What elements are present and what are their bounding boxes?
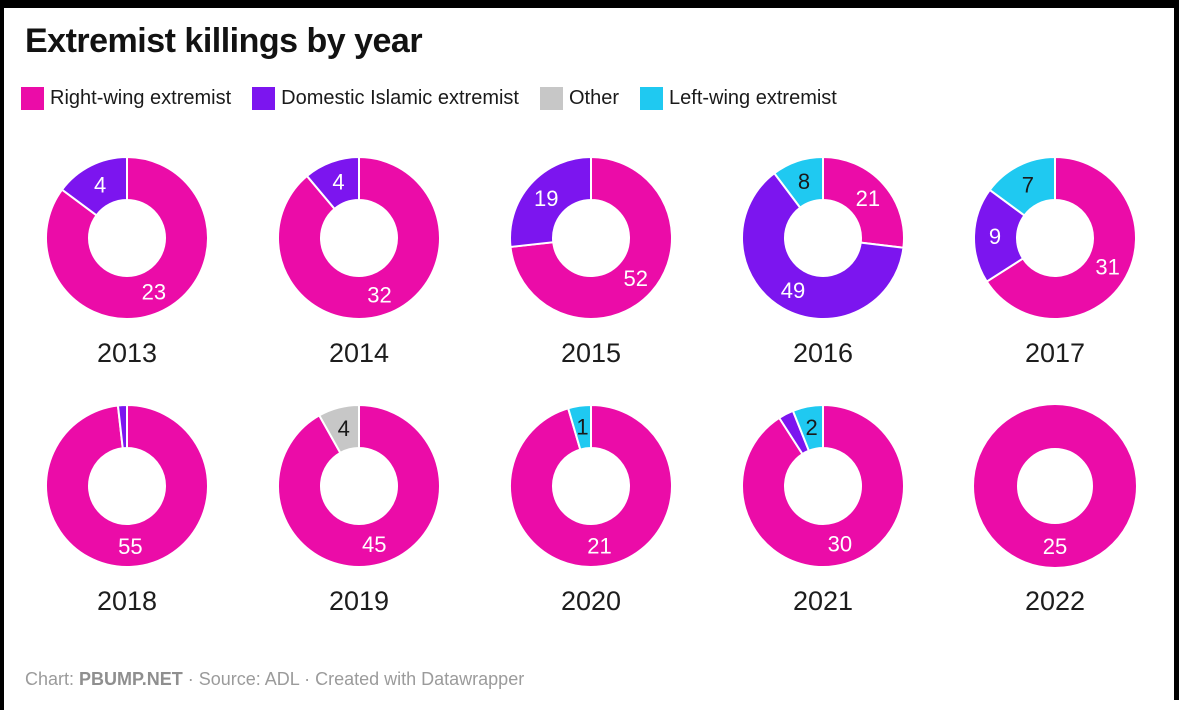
- legend-item-right-wing: Right-wing extremist: [21, 87, 231, 110]
- slice-islamic-2018: [116, 403, 128, 450]
- donut-cell-2019: 45 4 2019: [243, 403, 475, 617]
- slice-value-right-wing-2017: 31: [1095, 255, 1119, 280]
- slice-value-right-wing-2013: 23: [142, 280, 166, 305]
- legend-swatch-left-wing: [640, 87, 664, 110]
- year-label-2016: 2016: [792, 338, 854, 368]
- slice-islamic-2014: [305, 155, 360, 211]
- legend-swatch-other: [539, 87, 563, 110]
- donut-2020: 21 1: [508, 403, 673, 568]
- slice-value-islamic-2015: 19: [534, 186, 558, 211]
- legend-item-left-wing: Left-wing extremist: [640, 87, 837, 110]
- slice-right-wing-2021: [741, 403, 906, 568]
- legend-label-islamic: Domestic Islamic extremist: [281, 87, 519, 109]
- screenshot-border-left: [0, 0, 4, 710]
- slice-value-right-wing-2016: 21: [856, 186, 880, 211]
- donut-2017: 31 9 7: [973, 155, 1138, 320]
- legend: Right-wing extremist Domestic Islamic ext…: [21, 87, 837, 110]
- slice-value-left-wing-2017: 7: [1022, 172, 1034, 197]
- screenshot-border-right: [1174, 0, 1179, 700]
- donut-row-2: 55 2018 45 4 2019 21 1 2020 30 2 2021 25 2022: [11, 403, 1171, 617]
- slice-value-right-wing-2015: 52: [623, 266, 647, 291]
- screenshot-border-top: [0, 0, 1179, 8]
- footer-brand: PBUMP.NET: [79, 669, 183, 689]
- donut-cell-2013: 23 4 2013: [11, 155, 243, 369]
- slice-left-wing-2017: [988, 155, 1056, 217]
- slice-left-wing-2016: [772, 155, 824, 210]
- slice-right-wing-2016: [822, 155, 905, 249]
- legend-label-left-wing: Left-wing extremist: [669, 87, 837, 109]
- slice-islamic-2016: [741, 171, 905, 320]
- donut-2015: 52 19: [509, 155, 674, 320]
- slice-value-right-wing-2020: 21: [587, 533, 611, 558]
- donut-cell-2014: 32 4 2014: [243, 155, 475, 369]
- donut-2016: 21 49 8: [741, 155, 905, 320]
- slice-value-other-2019: 4: [338, 416, 350, 441]
- donut-cell-2022: 25 2022: [939, 403, 1171, 617]
- slice-value-islamic-2016: 49: [781, 278, 805, 303]
- legend-swatch-right-wing: [21, 87, 44, 110]
- legend-swatch-islamic: [252, 87, 276, 110]
- slice-right-wing-2014: [277, 155, 441, 320]
- year-label-2020: 2020: [560, 586, 622, 616]
- chart-title: Extremist killings by year: [25, 22, 423, 60]
- slice-other-2019: [317, 403, 360, 455]
- slice-value-left-wing-2020: 1: [576, 415, 588, 440]
- slice-value-right-wing-2014: 32: [367, 282, 391, 307]
- year-label-2019: 2019: [328, 586, 390, 616]
- year-label-2015: 2015: [560, 338, 622, 368]
- donut-cell-2016: 21 49 8 2016: [707, 155, 939, 369]
- donut-2018: 55: [45, 403, 210, 568]
- donut-cell-2017: 31 9 7 2017: [939, 155, 1171, 369]
- footer-chart-prefix: Chart:: [25, 669, 80, 689]
- slice-value-right-wing-2021: 30: [828, 532, 852, 557]
- slice-right-wing-2022: [974, 405, 1136, 567]
- slice-value-right-wing-2019: 45: [362, 532, 386, 557]
- donut-2014: 32 4: [277, 155, 441, 320]
- slice-value-islamic-2017: 9: [989, 224, 1001, 249]
- donut-row-1: 23 4 2013 32 4 2014 52 19 2015 21 49 8 2016 31 9 7 2017: [11, 155, 1171, 369]
- slice-value-left-wing-2021: 2: [805, 415, 817, 440]
- legend-item-other: Other: [539, 87, 620, 110]
- year-label-2022: 2022: [1024, 586, 1086, 616]
- year-label-2014: 2014: [328, 338, 390, 368]
- footer-attribution: Chart: PBUMP.NET · Source: ADL · Created…: [25, 669, 524, 690]
- slice-islamic-2015: [509, 155, 592, 249]
- slice-right-wing-2015: [509, 155, 674, 320]
- donut-cell-2020: 21 1 2020: [475, 403, 707, 617]
- slice-right-wing-2013: [45, 155, 210, 320]
- slice-right-wing-2018: [45, 403, 210, 568]
- year-label-2021: 2021: [792, 586, 854, 616]
- slice-value-right-wing-2018: 55: [118, 534, 142, 559]
- slice-value-left-wing-2016: 8: [798, 169, 810, 194]
- slice-left-wing-2021: [791, 403, 824, 453]
- donut-cell-2021: 30 2 2021: [707, 403, 939, 617]
- year-label-2013: 2013: [96, 338, 158, 368]
- donut-2019: 45 4: [277, 403, 441, 568]
- donut-cell-2015: 52 19 2015: [475, 155, 707, 369]
- footer-source-text: · Source: ADL · Created with Datawrapper: [182, 669, 525, 689]
- slice-value-right-wing-2022: 25: [1043, 534, 1067, 559]
- slice-value-islamic-2014: 4: [332, 170, 344, 195]
- slice-right-wing-2019: [277, 403, 441, 568]
- slice-right-wing-2017: [985, 155, 1138, 320]
- year-label-2017: 2017: [1024, 338, 1086, 368]
- slice-value-islamic-2013: 4: [94, 172, 106, 197]
- donut-2021: 30 2: [741, 403, 906, 568]
- legend-label-right-wing: Right-wing extremist: [50, 87, 232, 109]
- slice-right-wing-2020: [508, 403, 673, 568]
- donut-2022: 25: [974, 405, 1136, 567]
- slice-left-wing-2020: [566, 403, 592, 451]
- legend-label-other: Other: [568, 87, 620, 109]
- donut-2013: 23 4: [45, 155, 210, 320]
- legend-item-islamic: Domestic Islamic extremist: [252, 87, 519, 110]
- donut-cell-2018: 55 2018: [11, 403, 243, 617]
- slice-islamic-2013: [60, 155, 128, 217]
- year-label-2018: 2018: [96, 586, 158, 616]
